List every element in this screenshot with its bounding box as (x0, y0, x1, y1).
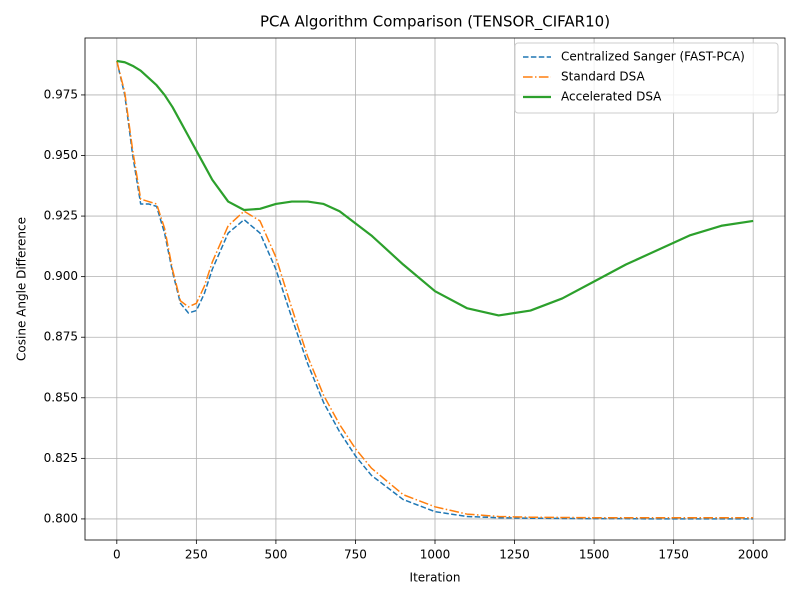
y-tick-label: 0.875 (44, 330, 78, 344)
y-tick-label: 0.900 (44, 269, 78, 283)
legend: Centralized Sanger (FAST-PCA) Standard DS… (514, 42, 779, 114)
legend-label: Standard DSA (561, 70, 645, 84)
x-tick-label: 2000 (738, 548, 769, 562)
x-axis-label: Iteration (410, 571, 461, 585)
x-tick-label: 0 (113, 548, 121, 562)
x-tick-label: 1000 (420, 548, 451, 562)
x-tick-label: 500 (264, 548, 287, 562)
data-line (116, 60, 754, 520)
y-tick-label: 0.800 (44, 511, 78, 525)
plot-frame (84, 37, 786, 541)
data-line (116, 60, 754, 519)
x-tick-label: 1500 (579, 548, 610, 562)
y-axis-label: Cosine Angle Difference (15, 217, 29, 361)
legend-label: Centralized Sanger (FAST-PCA) (561, 50, 745, 64)
legend-box (514, 42, 779, 114)
x-tick-label: 1750 (658, 548, 689, 562)
legend-label: Accelerated DSA (561, 90, 662, 104)
x-tick-label: 750 (344, 548, 367, 562)
y-tick-label: 0.850 (44, 390, 78, 404)
y-tick-label: 0.925 (44, 209, 78, 223)
data-line (116, 59, 754, 317)
y-tick-label: 0.825 (44, 451, 78, 465)
chart-title: PCA Algorithm Comparison (TENSOR_CIFAR10… (260, 13, 610, 32)
x-tick-label: 250 (185, 548, 208, 562)
y-tick-label: 0.975 (44, 87, 78, 101)
y-tick-label: 0.950 (44, 148, 78, 162)
x-tick-label: 1250 (499, 548, 530, 562)
